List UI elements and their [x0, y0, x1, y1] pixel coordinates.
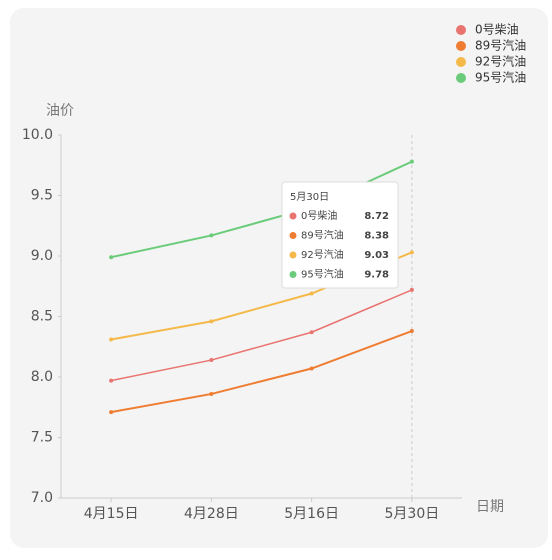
y-tick-label: 7.0 [31, 490, 53, 506]
y-tick-label: 9.0 [31, 248, 53, 264]
tooltip-swatch [289, 271, 297, 278]
x-tick-label: 5月16日 [284, 506, 339, 522]
y-tick-label: 8.5 [31, 309, 53, 325]
point [409, 250, 414, 255]
y-tick-label: 9.5 [31, 188, 53, 204]
x-axis-label: 日期 [476, 499, 504, 515]
tooltip-swatch [289, 251, 297, 259]
x-tick-label: 4月15日 [84, 506, 139, 522]
legend-label: 95号汽油 [475, 70, 526, 85]
legend-swatch [456, 41, 466, 51]
point [309, 291, 314, 296]
card [10, 8, 548, 548]
tooltip-swatch [289, 232, 297, 239]
y-tick-label: 7.5 [31, 430, 53, 446]
x-tick-label: 4月28日 [184, 506, 239, 522]
legend-label: 0号柴油 [475, 23, 519, 37]
point [209, 319, 214, 324]
point [209, 233, 214, 238]
tooltip-name: 95号汽油 [301, 268, 344, 281]
tooltip-value: 8.38 [364, 231, 389, 242]
point [209, 358, 214, 363]
line [110, 330, 413, 414]
point [409, 329, 414, 334]
point [409, 287, 414, 292]
legend-label: 89号汽油 [475, 38, 526, 53]
x-tick-label: 5月30日 [385, 506, 440, 522]
legend-label: 92号汽油 [475, 54, 526, 69]
legend-swatch [456, 73, 466, 83]
tooltip-name: 0号柴油 [301, 209, 337, 222]
point [109, 255, 114, 260]
point [309, 330, 314, 335]
point [109, 378, 114, 383]
y-tick-label: 8.0 [31, 369, 53, 385]
tooltip-box [281, 181, 399, 289]
tooltip-title: 5月30日 [290, 191, 329, 203]
line [110, 289, 413, 382]
point [109, 337, 114, 342]
tooltip-swatch [289, 212, 297, 220]
tooltip-name: 89号汽油 [301, 229, 344, 242]
point [209, 391, 214, 396]
tooltip-value: 8.72 [364, 211, 389, 222]
tooltip-name: 92号汽油 [301, 248, 344, 261]
point [309, 366, 314, 371]
y-tick-label: 10.0 [22, 127, 53, 143]
legend-swatch [456, 57, 466, 67]
point [409, 159, 414, 164]
tooltip-value: 9.78 [364, 270, 389, 281]
tooltip-value: 9.03 [364, 250, 389, 261]
y-axis-label: 油价 [46, 103, 74, 119]
legend-swatch [456, 25, 466, 35]
tooltip: 5月30日 0号柴油 8.72 89号汽油 8.38 92号汽油 9.03 95号汽油 9.78 [281, 181, 399, 289]
point [109, 410, 114, 415]
